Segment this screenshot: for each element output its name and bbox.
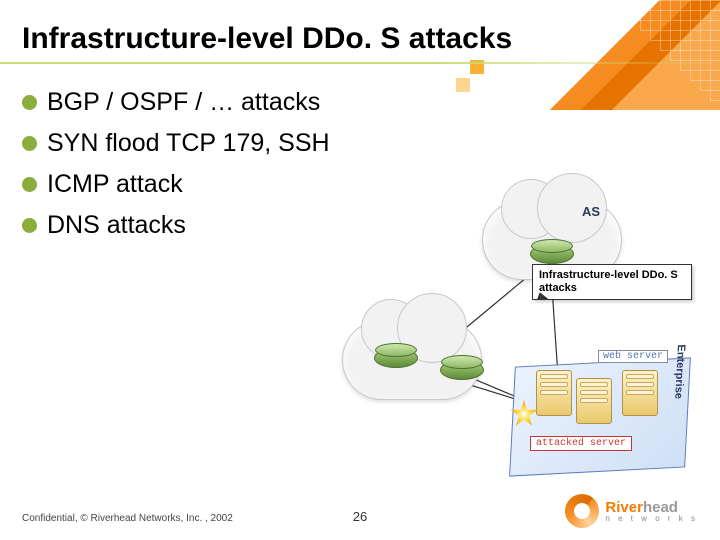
title-underline — [0, 62, 720, 64]
router-icon — [530, 244, 574, 264]
logo-brand: Riverhead — [605, 500, 698, 515]
router-icon — [374, 348, 418, 368]
confidential-footer: Confidential, © Riverhead Networks, Inc.… — [22, 513, 233, 524]
server-icon — [536, 370, 572, 416]
logo-subtext: n e t w o r k s — [605, 515, 698, 523]
logo-text: Riverhead n e t w o r k s — [605, 500, 698, 523]
router-icon — [440, 360, 484, 380]
logo-swirl-icon — [565, 494, 599, 528]
bullet-text: BGP / OSPF / … attacks — [47, 88, 320, 117]
bullet-dot-icon — [22, 177, 37, 192]
callout-text: Infrastructure-level DDo. S attacks — [539, 269, 678, 294]
attacked-server-label: attacked server — [530, 436, 632, 451]
as-label: AS — [582, 204, 600, 219]
bullet-dot-icon — [22, 218, 37, 233]
bullet-dot-icon — [22, 95, 37, 110]
server-icon — [622, 370, 658, 416]
list-item: SYN flood TCP 179, SSH — [22, 129, 698, 158]
page-number: 26 — [353, 509, 367, 524]
enterprise-label: Enterprise — [672, 344, 687, 399]
web-server-label: web server — [598, 350, 668, 363]
bullet-text: ICMP attack — [47, 170, 183, 199]
list-item: BGP / OSPF / … attacks — [22, 88, 698, 117]
logo-brand-part-a: River — [605, 499, 643, 516]
bullet-dot-icon — [22, 136, 37, 151]
network-diagram: AS Infrastructure-level DDo. S attacks E… — [362, 200, 692, 490]
riverhead-logo: Riverhead n e t w o r k s — [565, 494, 698, 528]
bullet-text: DNS attacks — [47, 211, 186, 240]
server-icon — [576, 378, 612, 424]
callout-box: Infrastructure-level DDo. S attacks — [532, 264, 692, 300]
bullet-text: SYN flood TCP 179, SSH — [47, 129, 330, 158]
logo-brand-part-b: head — [643, 499, 678, 516]
slide-title: Infrastructure-level DDo. S attacks — [22, 22, 512, 56]
